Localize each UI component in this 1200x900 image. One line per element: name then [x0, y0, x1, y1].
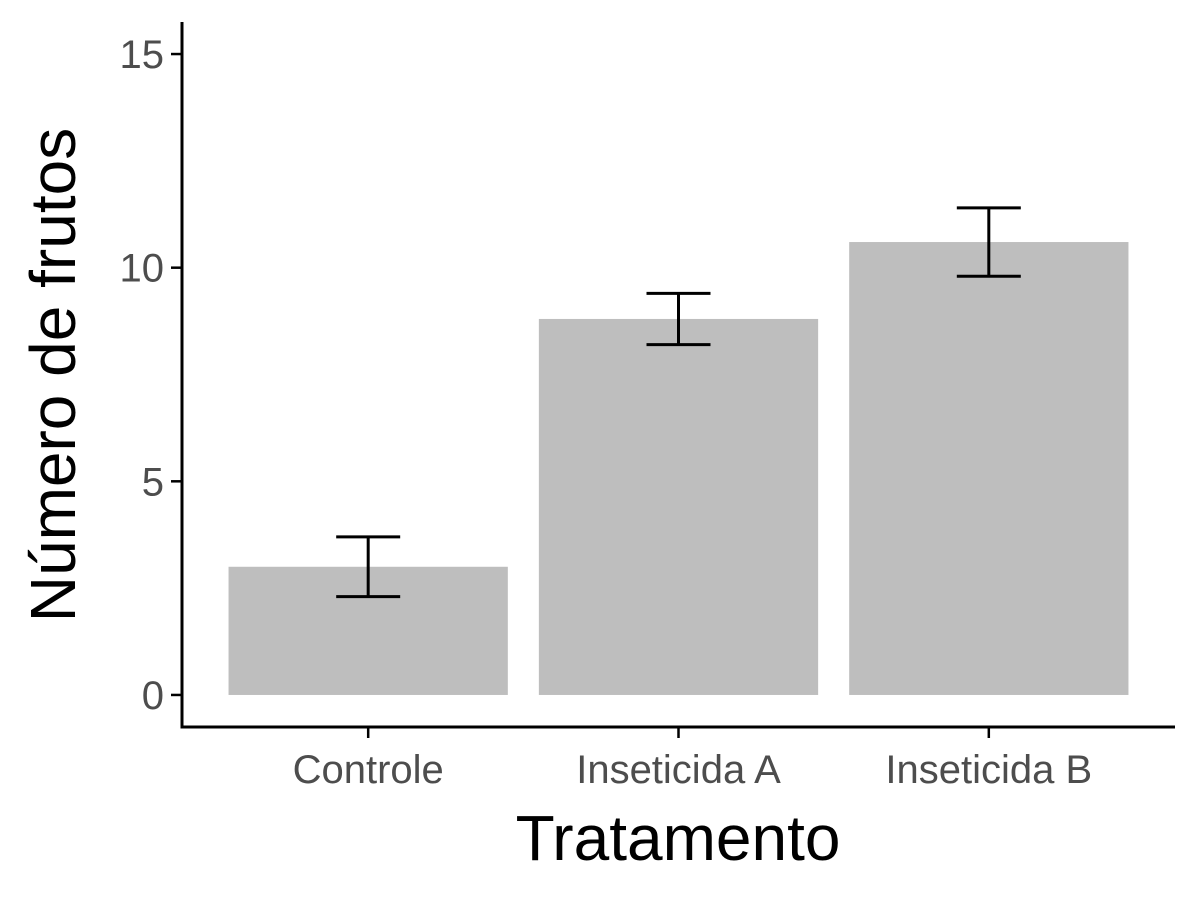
- x-tick-label: Controle: [293, 748, 444, 792]
- axes-layer: [171, 22, 1175, 738]
- error-bars-layer: [336, 206, 1021, 599]
- y-tick-label: 5: [142, 460, 164, 504]
- y-tick-label: 15: [120, 33, 165, 77]
- tick-labels-layer: Controle Inseticida A Inseticida B 0 5 10 15: [120, 33, 1093, 792]
- bars-layer: [228, 242, 1129, 695]
- y-tick-label: 0: [142, 674, 164, 718]
- bar: [849, 242, 1129, 695]
- bar: [538, 318, 819, 695]
- x-tick-label: Inseticida A: [576, 748, 781, 792]
- x-axis-title: Tratamento: [516, 802, 841, 874]
- x-tick-label: Inseticida B: [885, 748, 1092, 792]
- y-tick-label: 10: [120, 247, 165, 291]
- y-axis-title: Número de frutos: [17, 128, 89, 622]
